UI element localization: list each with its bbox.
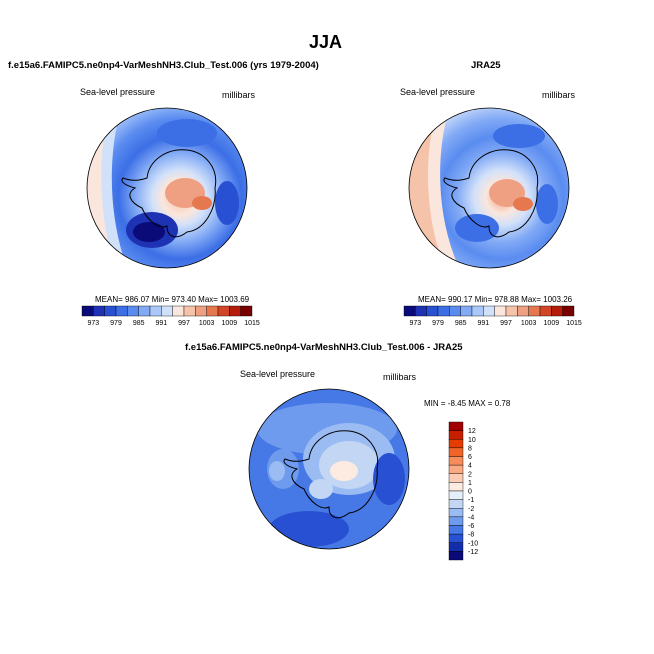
panel-1-colorbar-tick-label: 979 xyxy=(110,320,122,327)
panel-1-colorbar: 973 979 985 991 997 1003 1009 1015 xyxy=(81,305,260,327)
panel-2-colorbar-swatch xyxy=(539,305,552,317)
panel-3-colorbar-tick-label: 4 xyxy=(468,463,472,470)
panel-1-units-label: millibars xyxy=(222,90,256,100)
panel-2-colorbar-tick-label: 979 xyxy=(432,320,444,327)
panel-1-colorbar-swatch xyxy=(240,305,253,317)
panel-2-subtitle: JRA25 xyxy=(471,60,501,71)
panel-1-colorbar-swatch xyxy=(115,305,128,317)
panel-1-colorbar-swatch xyxy=(183,305,196,317)
panel-3-colorbar-swatch xyxy=(448,439,464,449)
panel-2-colorbar-swatch xyxy=(505,305,518,317)
panel-3-colorbar-swatch xyxy=(448,482,464,492)
panel-3-colorbar-swatch xyxy=(448,551,464,561)
panel-2-colorbar-swatch xyxy=(551,305,563,317)
panel-2-colorbar-swatch xyxy=(562,305,575,317)
panel-1-colorbar-swatch xyxy=(138,305,151,317)
panel-3-colorbar-tick-label: -1 xyxy=(468,497,474,504)
panel-3-colorbar-swatch xyxy=(448,473,464,483)
panel-3-colorbar-tick-label: -12 xyxy=(468,549,478,556)
panel-2-colorbar-tick-label: 997 xyxy=(500,320,512,327)
panel-1-colorbar-swatch xyxy=(195,305,207,317)
panel-3-colorbar-swatch xyxy=(448,533,464,543)
panel-1-colorbar-tick-label: 1003 xyxy=(199,320,215,327)
panel-2-colorbar-tick-label: 1015 xyxy=(566,320,582,327)
panel-1-stats: MEAN= 986.07 Min= 973.40 Max= 1003.69 xyxy=(95,295,250,304)
panel-3-colorbar-tick-label: -6 xyxy=(468,523,474,530)
panel-1-colorbar-swatch xyxy=(81,305,94,317)
panel-2-field-label: Sea-level pressure xyxy=(400,87,476,97)
panel-3-colorbar-swatch xyxy=(448,447,464,457)
panel-1-colorbar-swatch xyxy=(127,305,139,317)
panel-1-colorbar-swatch xyxy=(93,305,105,317)
panel-3-map xyxy=(248,388,410,550)
panel-1-colorbar-swatch xyxy=(172,305,185,317)
panel-2-colorbar-tick-label: 991 xyxy=(477,320,489,327)
panel-2-colorbar-swatch xyxy=(483,305,495,317)
panel-2-colorbar-swatch xyxy=(517,305,529,317)
panel-3-colorbar-tick-label: 1 xyxy=(468,480,472,487)
panel-1-field-label: Sea-level pressure xyxy=(80,87,156,97)
panel-1-colorbar-tick-label: 997 xyxy=(178,320,190,327)
panel-1-colorbar-swatch xyxy=(104,305,117,317)
panel-3-stats: MIN = -8.45 MAX = 0.78 xyxy=(424,399,511,408)
panel-3-colorbar-tick-label: -10 xyxy=(468,540,478,547)
panel-3-colorbar-tick-label: 6 xyxy=(468,454,472,461)
panel-3-colorbar-tick-label: 12 xyxy=(468,428,476,435)
panel-1-colorbar-tick-label: 1009 xyxy=(222,320,238,327)
panel-2-colorbar-tick-label: 1003 xyxy=(521,320,537,327)
panel-2-colorbar-swatch xyxy=(437,305,450,317)
panel-2-colorbar-tick-label: 973 xyxy=(409,320,421,327)
panel-2-colorbar-swatch xyxy=(426,305,439,317)
panel-2-colorbar-swatch xyxy=(460,305,473,317)
panel-2-colorbar-swatch xyxy=(415,305,427,317)
panel-3-colorbar-swatch xyxy=(448,430,464,440)
panel-1-colorbar-swatch xyxy=(206,305,219,317)
panel-3-subtitle: f.e15a6.FAMIPC5.ne0np4-VarMeshNH3.Club_T… xyxy=(185,342,463,353)
panel-1-colorbar-swatch xyxy=(161,305,173,317)
panel-2-colorbar-tick-label: 985 xyxy=(455,320,467,327)
panel-2-colorbar-swatch xyxy=(403,305,416,317)
panel-3-colorbar-tick-label: 0 xyxy=(468,489,472,496)
panel-2-stats: MEAN= 990.17 Min= 978.88 Max= 1003.26 xyxy=(418,295,573,304)
panel-2-colorbar-swatch xyxy=(494,305,507,317)
panel-1-subtitle: f.e15a6.FAMIPC5.ne0np4-VarMeshNH3.Club_T… xyxy=(8,60,319,71)
panel-2-colorbar-tick-label: 1009 xyxy=(544,320,560,327)
panel-1-colorbar-tick-label: 1015 xyxy=(244,320,260,327)
panel-2-colorbar-swatch xyxy=(449,305,461,317)
panel-1-colorbar-swatch xyxy=(149,305,162,317)
panel-3-colorbar-tick-label: 2 xyxy=(468,471,472,478)
panel-3-colorbar-swatch xyxy=(448,525,464,535)
panel-2-map xyxy=(408,107,570,269)
panel-1-map xyxy=(86,107,248,269)
panel-3-colorbar-swatch xyxy=(448,490,464,500)
panel-3-colorbar-tick-label: 10 xyxy=(468,437,476,444)
panel-1-colorbar-tick-label: 991 xyxy=(155,320,167,327)
panel-1-colorbar-tick-label: 985 xyxy=(133,320,145,327)
panel-3-colorbar-swatch xyxy=(448,516,464,526)
panel-3-colorbar-tick-label: -2 xyxy=(468,506,474,513)
panel-2-colorbar-swatch xyxy=(528,305,541,317)
panel-1-colorbar-tick-label: 973 xyxy=(87,320,99,327)
panel-3-colorbar-swatch xyxy=(448,456,464,466)
panel-3-colorbar-swatch xyxy=(448,499,464,509)
panel-2-units-label: millibars xyxy=(542,90,576,100)
panel-3-field-label: Sea-level pressure xyxy=(240,369,316,379)
page-title: JJA xyxy=(309,32,343,52)
panel-3-units-label: millibars xyxy=(383,372,417,382)
panel-3-colorbar-swatch xyxy=(448,464,464,474)
panel-3-colorbar-tick-label: -4 xyxy=(468,514,474,521)
panel-2-colorbar-swatch xyxy=(471,305,484,317)
panel-1-colorbar-swatch xyxy=(217,305,230,317)
panel-3-colorbar-swatch xyxy=(448,421,464,431)
panel-2-colorbar: 973 979 985 991 997 1003 1009 1015 xyxy=(403,305,582,327)
panel-3-colorbar-tick-label: 8 xyxy=(468,445,472,452)
panel-1-colorbar-swatch xyxy=(229,305,241,317)
panel-3-colorbar-swatch xyxy=(448,508,464,518)
panel-3-colorbar-tick-label: -8 xyxy=(468,532,474,539)
panel-3-colorbar-swatch xyxy=(448,542,464,552)
